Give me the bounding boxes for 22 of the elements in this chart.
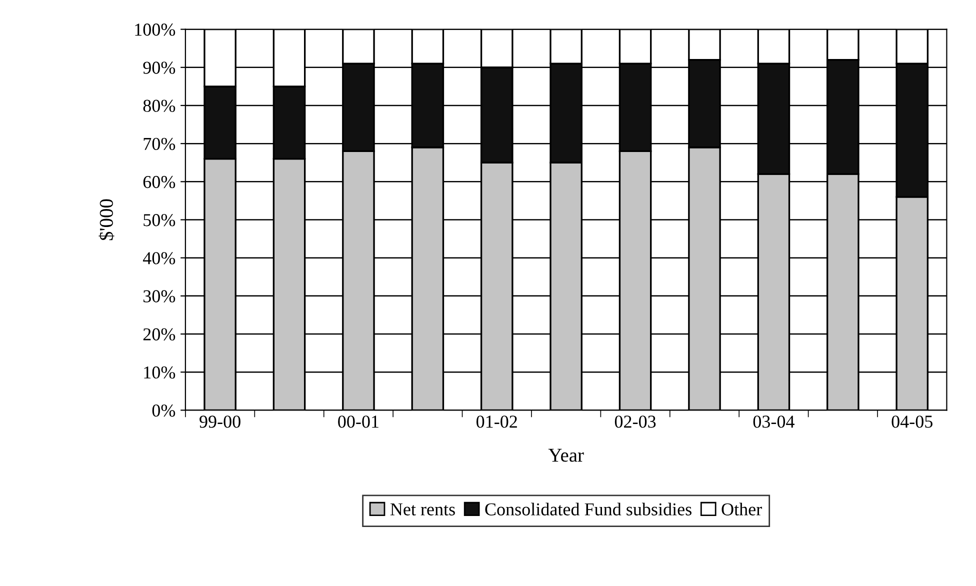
legend-label: Other [722,502,762,516]
y-tick-label: 70% [144,138,176,150]
y-tick-label: 10% [144,366,176,379]
y-tick-label: 20% [143,328,176,341]
y-tick-label: 90% [143,62,176,74]
x-tick-label: 02-03 [614,416,656,428]
x-tick-label: 04-05 [892,416,932,428]
y-tick-label: 100% [135,24,176,36]
legend-label: Net rents [390,503,455,516]
y-tick-label: 80% [143,100,176,112]
x-tick-label: 01-02 [476,416,517,428]
y-tick-label: 40% [142,252,176,264]
y-tick-label: 60% [143,176,176,188]
y-tick-label: 50% [144,214,176,226]
y-tick-label: 30% [143,290,176,302]
x-tick-label: 00-01 [338,416,378,428]
x-axis-title: Year [548,448,584,462]
y-tick-label: 0% [152,404,176,417]
legend-label: Consolidated Fund subsidies [485,502,692,516]
x-tick-label: 03-04 [753,416,794,428]
x-tick-label: 99-00 [200,416,240,428]
y-axis-title: $'000 [98,199,114,240]
